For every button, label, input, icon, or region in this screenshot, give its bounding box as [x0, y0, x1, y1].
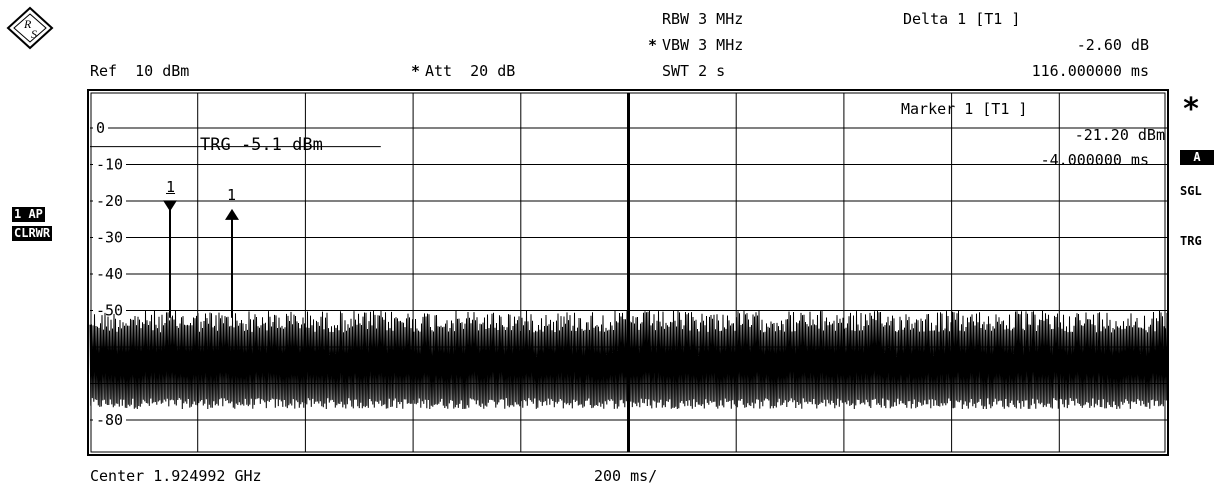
- delta-time: 116.000000 ms: [1031, 62, 1149, 80]
- vbw: VBW 3 MHz: [662, 36, 744, 54]
- y-tick-label: -50: [96, 302, 123, 320]
- trace-mode-badge: CLRWR: [12, 226, 53, 241]
- span-per-div: 200 ms/: [594, 467, 658, 485]
- y-tick-label: -80: [96, 411, 123, 429]
- y-tick-label: -20: [96, 192, 123, 210]
- attenuation: Att 20 dB: [425, 62, 516, 80]
- svg-text:S: S: [31, 27, 37, 41]
- y-tick-label: -10: [96, 156, 123, 174]
- att-star: *: [411, 62, 421, 80]
- marker-time: -4.000000 ms: [1040, 151, 1149, 169]
- y-tick-label-bg: [93, 302, 126, 319]
- y-tick-label-bg: [93, 229, 126, 246]
- rbw: RBW 3 MHz: [662, 10, 744, 28]
- y-tick-label-bg: [93, 193, 126, 209]
- marker-level: -21.20 dBm: [1074, 126, 1165, 144]
- delta-marker-symbol: [225, 208, 239, 220]
- trigger-label: TRG -5.1 dBm: [200, 135, 323, 155]
- delta-title: Delta 1 [T1 ]: [903, 10, 1021, 28]
- vbw-star: *: [648, 36, 658, 54]
- ref-level: Ref 10 dBm: [90, 62, 190, 80]
- rohde-schwarz-logo: R S: [6, 6, 54, 50]
- marker-delta-label: 1: [227, 186, 237, 204]
- y-tick-label-bg: [93, 120, 108, 136]
- y-tick-label: -40: [96, 265, 123, 283]
- y-tick-label-bg: [93, 266, 126, 282]
- marker-title: Marker 1 [T1 ]: [901, 100, 1028, 118]
- marker-1-label: 1: [166, 178, 176, 196]
- y-tick-label: 0: [96, 119, 105, 137]
- delta-level: -2.60 dB: [1076, 36, 1149, 54]
- sweep-time: SWT 2 s: [662, 62, 726, 80]
- noise-trace: [89, 310, 1169, 410]
- center-frequency: Center 1.924992 GHz: [90, 467, 262, 485]
- plot-frame: [87, 89, 1169, 456]
- trg-side-label: TRG: [1180, 234, 1202, 248]
- sgl-label: SGL: [1180, 184, 1202, 198]
- svg-text:R: R: [23, 17, 32, 31]
- right-a-badge: A: [1180, 150, 1214, 165]
- y-tick-label: -30: [96, 229, 123, 247]
- trace-badge: 1 AP: [12, 207, 45, 222]
- y-tick-label-bg: [93, 156, 126, 173]
- y-tick-label-bg: [93, 412, 126, 428]
- right-star: *: [1182, 92, 1201, 127]
- marker-1-symbol: [163, 200, 177, 212]
